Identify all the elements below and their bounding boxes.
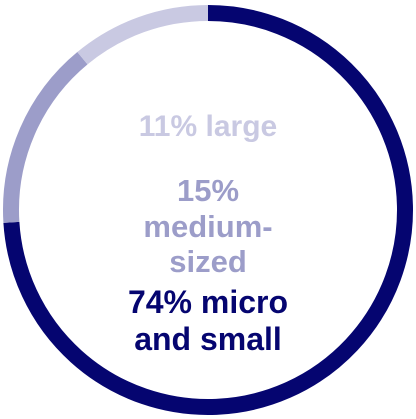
- ring-segment-0: [3, 5, 413, 415]
- slice-label-medium-sized: 15% medium-sized: [143, 173, 273, 280]
- slice-label-micro-and-small: 74% micro and small: [127, 284, 289, 357]
- slice-label-large: 11% large: [138, 110, 278, 143]
- ring-segment-2: [77, 5, 209, 65]
- ring-segment-1: [3, 52, 88, 223]
